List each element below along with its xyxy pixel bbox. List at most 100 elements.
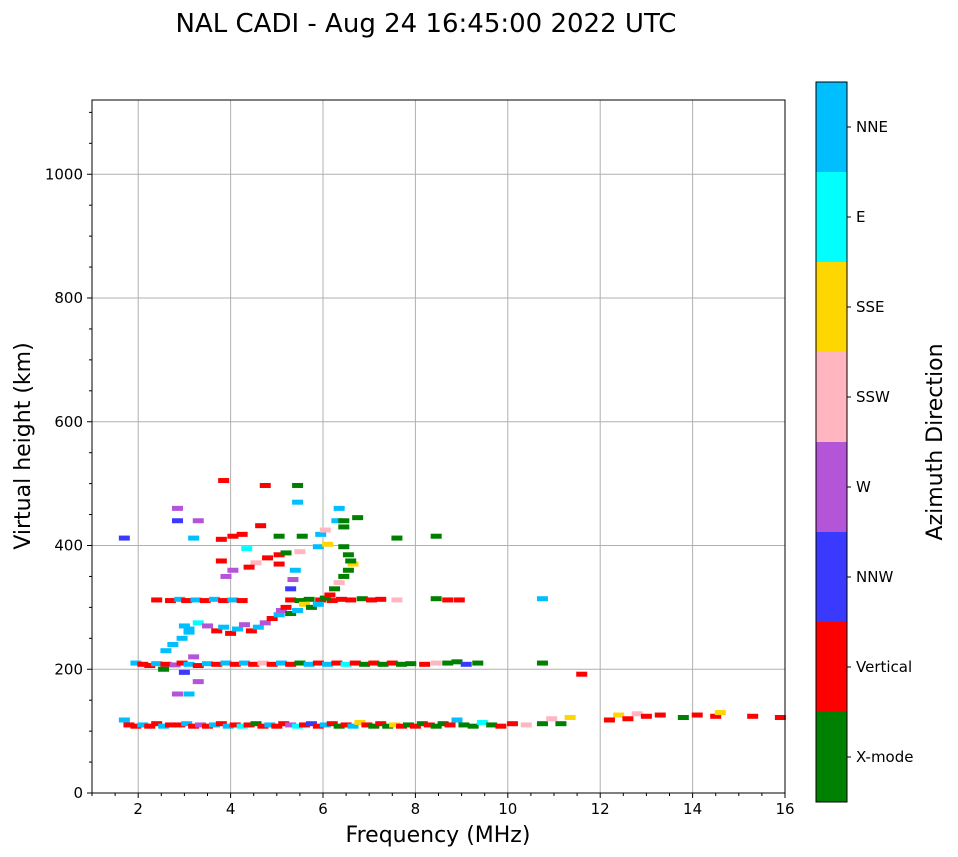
echo-point [437,721,449,727]
echo-point [218,624,230,630]
echo-point [555,721,567,727]
colorbar-segment [816,712,847,802]
colorbar-tick-label: X-mode [856,748,913,766]
echo-point [292,499,304,505]
echo-point [386,660,398,666]
x-tick-label: 12 [591,800,610,818]
echo-point [361,722,373,728]
echo-point [123,722,135,728]
y-axis-label: Virtual height (km) [11,342,36,549]
colorbar-segment [816,262,847,352]
echo-point [275,660,287,666]
y-tick-label: 1000 [45,165,83,183]
echo-point [322,541,334,547]
echo-point [144,723,156,729]
echo-point [227,567,239,573]
echo-point [220,573,232,579]
colorbar-label: Azimuth Direction [923,343,948,540]
echo-point [345,597,357,603]
echo-point [536,596,548,602]
colorbar-tick-label: W [856,478,871,496]
echo-point [396,661,408,667]
echo-point [118,717,130,723]
echo-point [331,660,343,666]
echo-point [315,531,327,537]
echo-point [171,518,183,524]
colorbar-tick-label: Vertical [856,658,912,676]
x-tick-label: 8 [411,800,421,818]
echo-point [151,597,163,603]
echo-point [188,654,200,660]
echo-point [476,719,488,725]
echo-point [151,661,163,667]
x-axis: 2 4 6 8 10 12 14 16 [91,793,795,818]
echo-point [613,712,625,718]
echo-point [654,712,666,718]
echo-point [190,597,202,603]
echo-point [273,533,285,539]
echo-point [495,723,507,729]
echo-point [366,597,378,603]
echo-point [774,715,786,721]
echo-point [287,577,299,583]
x-tick-label: 6 [318,800,328,818]
echo-point [211,661,223,667]
echo-point [144,663,156,669]
echo-point [199,598,211,604]
echo-point [264,722,276,728]
echo-point [222,723,234,729]
echo-point [232,626,244,632]
echo-point [202,623,213,629]
echo-point [430,660,442,666]
echo-point [467,723,479,729]
echo-point [451,659,463,665]
echo-point [271,723,283,729]
echo-point [382,723,394,729]
echo-point [333,580,345,586]
echo-point [176,660,188,666]
colorbar-tick-label: SSE [856,298,885,316]
echo-point [368,660,380,666]
echo-point [285,586,297,592]
plot-frame [91,99,786,794]
echo-point [183,626,195,632]
echo-point [273,552,285,558]
colorbar-segment [816,82,847,172]
echo-point [299,722,311,728]
echo-point [294,660,306,666]
echo-points [118,478,786,729]
echo-point [257,660,269,666]
echo-point [486,722,498,728]
echo-point [296,533,308,539]
echo-point [312,660,324,666]
echo-point [451,717,463,723]
echo-point [280,550,292,556]
echo-point [285,597,297,603]
echo-point [202,661,213,667]
y-tick-label: 800 [54,289,83,307]
echo-point [211,628,223,634]
y-axis: 0 200 400 600 800 1000 [45,111,92,802]
echo-point [176,635,188,641]
echo-point [167,642,179,647]
echo-point [192,620,204,626]
x-axis-label: Frequency (MHz) [346,823,531,848]
echo-point [391,535,403,541]
echo-point [130,660,142,666]
echo-point [181,598,193,604]
echo-point [220,660,232,666]
colorbar-frame [815,81,848,803]
echo-point [259,620,271,626]
echo-point [248,661,260,667]
echo-point [430,596,442,602]
echo-point [338,573,350,579]
echo-point [285,722,297,728]
echo-point [208,722,220,728]
echo-point [747,713,759,719]
echo-point [130,723,142,729]
echo-point [342,567,354,573]
echo-point [460,661,472,667]
echo-point [391,597,403,603]
echo-point [289,567,301,573]
echo-point [347,723,359,729]
